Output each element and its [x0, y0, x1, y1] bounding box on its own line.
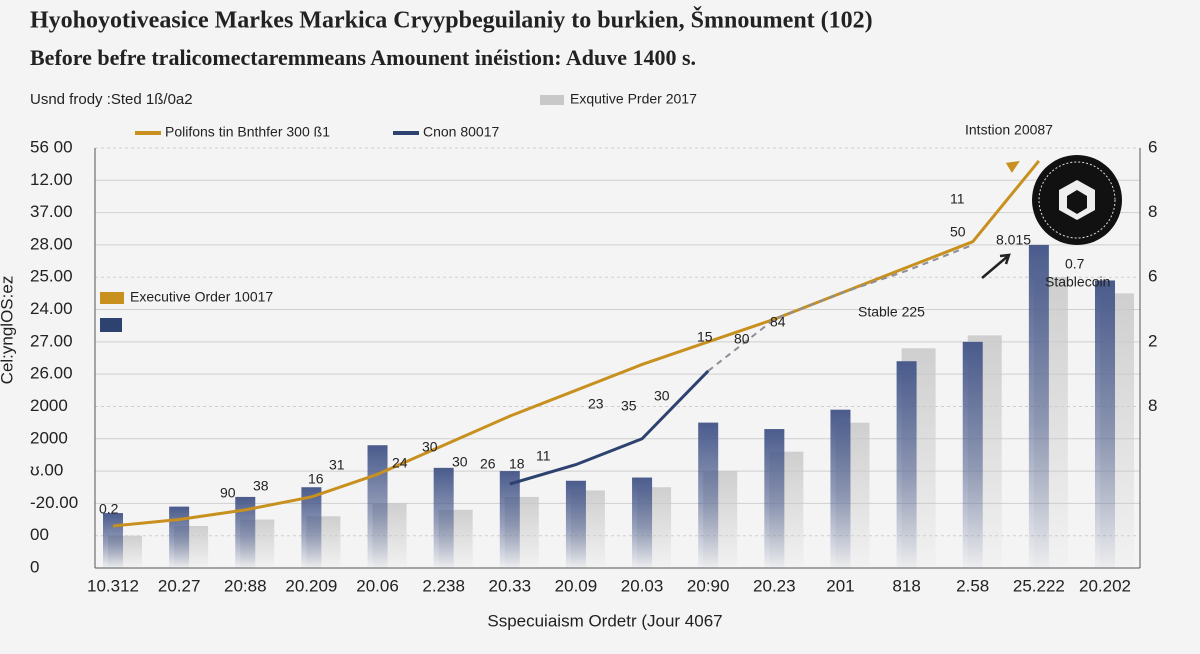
y-tick-label: 24.00 — [30, 299, 73, 318]
annotation: 30 — [654, 388, 670, 404]
y-tick-label: 28.00 — [30, 234, 73, 253]
y-tick-label: 37.00 — [30, 202, 73, 221]
bar — [103, 513, 123, 568]
arrow-head — [1005, 160, 1020, 173]
bar — [367, 445, 388, 568]
note: Usnd frody :Sted 1ß/0a2 — [30, 91, 193, 108]
x-tick-label: 25.222 — [1013, 576, 1065, 595]
annotation: 8.015 — [996, 232, 1031, 248]
x-tick-label: 20.209 — [285, 576, 337, 595]
x-tick-label: 201 — [826, 576, 854, 595]
annotation-swatch — [100, 292, 124, 304]
line — [509, 369, 710, 486]
y-tick-label: 0 — [30, 557, 39, 576]
line — [112, 159, 1041, 528]
annotation: Stable 225 — [858, 304, 925, 320]
y2-tick-label: 2 — [1148, 331, 1157, 350]
annotation: 80 — [734, 331, 750, 347]
legend-label[interactable]: Polifons tin Bnthfer 300 ß1 — [165, 124, 330, 140]
annotation: Stablecoin — [1045, 274, 1110, 290]
chart-subtitle: Before befre tralicomectaremmeans Amoune… — [30, 45, 696, 70]
annotation: Intstion 20087 — [965, 122, 1053, 138]
bar — [896, 361, 917, 568]
annotation: 24 — [392, 455, 408, 471]
bar — [169, 506, 190, 568]
x-tick-label: 20.06 — [356, 576, 399, 595]
legend-label[interactable]: Exqutive Prder 2017 — [570, 91, 697, 107]
y-tick-label: -20.00 — [30, 493, 78, 512]
annotation: 0.7 — [1065, 256, 1085, 272]
chart-title: Hyohoyotiveasice Markes Markica Cryypbeg… — [30, 7, 873, 34]
line — [707, 243, 974, 372]
x-tick-label: 10.312 — [87, 576, 139, 595]
y-tick-label: 2000 — [30, 396, 68, 415]
bar — [499, 471, 520, 568]
annotation: 84 — [770, 314, 786, 330]
bar — [698, 422, 719, 568]
x-tick-label: 20.23 — [753, 576, 796, 595]
bar — [632, 477, 653, 568]
x-tick-label: 2.238 — [422, 576, 465, 595]
arrow — [981, 253, 1011, 279]
annotation: 0.2 — [99, 501, 119, 517]
logo — [1032, 155, 1122, 245]
y-tick-label: 26.00 — [30, 364, 73, 383]
annotation: Executive Order 10017 — [130, 289, 273, 305]
annotation-swatch — [100, 318, 122, 332]
logo-cube-inner — [1067, 190, 1087, 214]
y-tick-label: 2000 — [30, 428, 68, 447]
annotation: 90 — [220, 485, 236, 501]
bar — [301, 487, 322, 568]
annotation: 11 — [950, 191, 965, 207]
annotation: 31 — [329, 457, 345, 473]
bar — [830, 409, 851, 568]
annotation: 50 — [950, 224, 966, 240]
y2-tick-label: 8 — [1148, 202, 1157, 221]
bar — [565, 480, 586, 568]
legend-label[interactable]: Cnon 80017 — [423, 124, 500, 140]
annotation: 11 — [536, 448, 551, 464]
y-axis-title: Cel:ynglOS:ez — [0, 276, 16, 385]
x-tick-label: 20:88 — [224, 576, 267, 595]
annotation: 38 — [253, 478, 269, 494]
y-tick-label: 12.00 — [30, 170, 73, 189]
annotation: 30 — [422, 439, 438, 455]
legend-swatch — [540, 95, 564, 105]
annotation: 23 — [588, 396, 604, 412]
bar — [962, 341, 983, 568]
y2-tick-label: 6 — [1148, 267, 1157, 286]
x-tick-label: 8​18 — [892, 576, 920, 595]
annotation: 18 — [509, 456, 525, 472]
plot: 000-20.00ʊ.002000200026.0027.0024.0025.0… — [30, 91, 1157, 596]
annotation: 16 — [308, 471, 324, 487]
bar — [1028, 244, 1049, 568]
bar — [764, 429, 785, 568]
y-tick-label: 00 — [30, 525, 49, 544]
bar — [235, 496, 256, 568]
bar — [1095, 280, 1115, 568]
annotation: 26 — [480, 456, 496, 472]
x-tick-label: 20:90 — [687, 576, 730, 595]
x-tick-label: 20.03 — [621, 576, 664, 595]
y-tick-label: ʊ.00 — [30, 461, 63, 480]
y-tick-label: 56 00 — [30, 137, 73, 156]
annotation: 30 — [452, 454, 468, 470]
x-tick-label: 20.09 — [555, 576, 598, 595]
x-tick-label: 20.27 — [158, 576, 201, 595]
x-tick-label: 20.33 — [489, 576, 532, 595]
x-axis-title: Sspecuiaism Ordetr (Jour 4067 — [487, 611, 722, 630]
logo-ring — [1038, 161, 1116, 239]
annotation: 15 — [697, 329, 713, 345]
bar — [433, 467, 454, 568]
x-tick-label: 20.202 — [1079, 576, 1131, 595]
y-tick-label: 25.00 — [30, 267, 73, 286]
y2-tick-label: 8 — [1148, 396, 1157, 415]
x-tick-label: 2.58 — [956, 576, 989, 595]
y-tick-label: 27.00 — [30, 331, 73, 350]
annotation: 35 — [621, 398, 637, 414]
y2-tick-label: 6 — [1148, 137, 1157, 156]
